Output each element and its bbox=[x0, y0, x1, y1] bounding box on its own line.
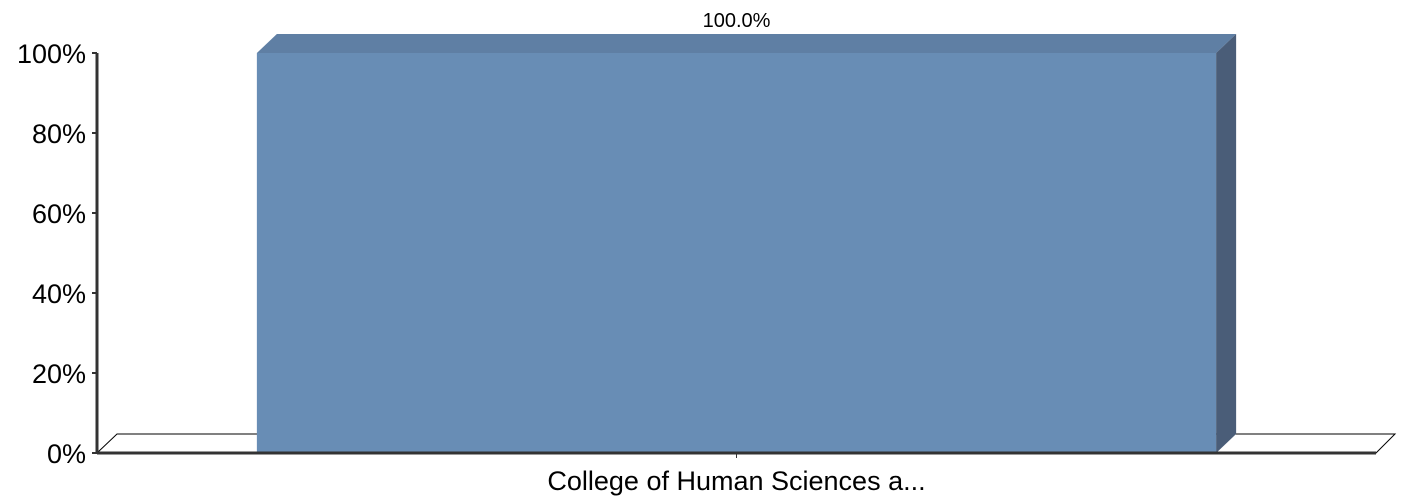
x-tick-label: College of Human Sciences a... bbox=[547, 466, 925, 496]
bars-group bbox=[256, 34, 1237, 453]
y-tick-label: 60% bbox=[32, 199, 86, 229]
y-tick-label: 0% bbox=[47, 439, 86, 469]
y-tick-label: 40% bbox=[32, 279, 86, 309]
bar-top bbox=[256, 34, 1237, 53]
y-tick-label: 20% bbox=[32, 359, 86, 389]
bar-side bbox=[1216, 34, 1237, 453]
y-tick-label: 100% bbox=[17, 39, 86, 69]
labels-group: 100.0% College of Human Sciences a... 0% 20… bbox=[17, 10, 926, 496]
bar-front bbox=[256, 53, 1217, 453]
axes-group bbox=[92, 52, 1376, 458]
y-tick-label: 80% bbox=[32, 119, 86, 149]
bar-data-label: 100.0% bbox=[703, 10, 771, 32]
